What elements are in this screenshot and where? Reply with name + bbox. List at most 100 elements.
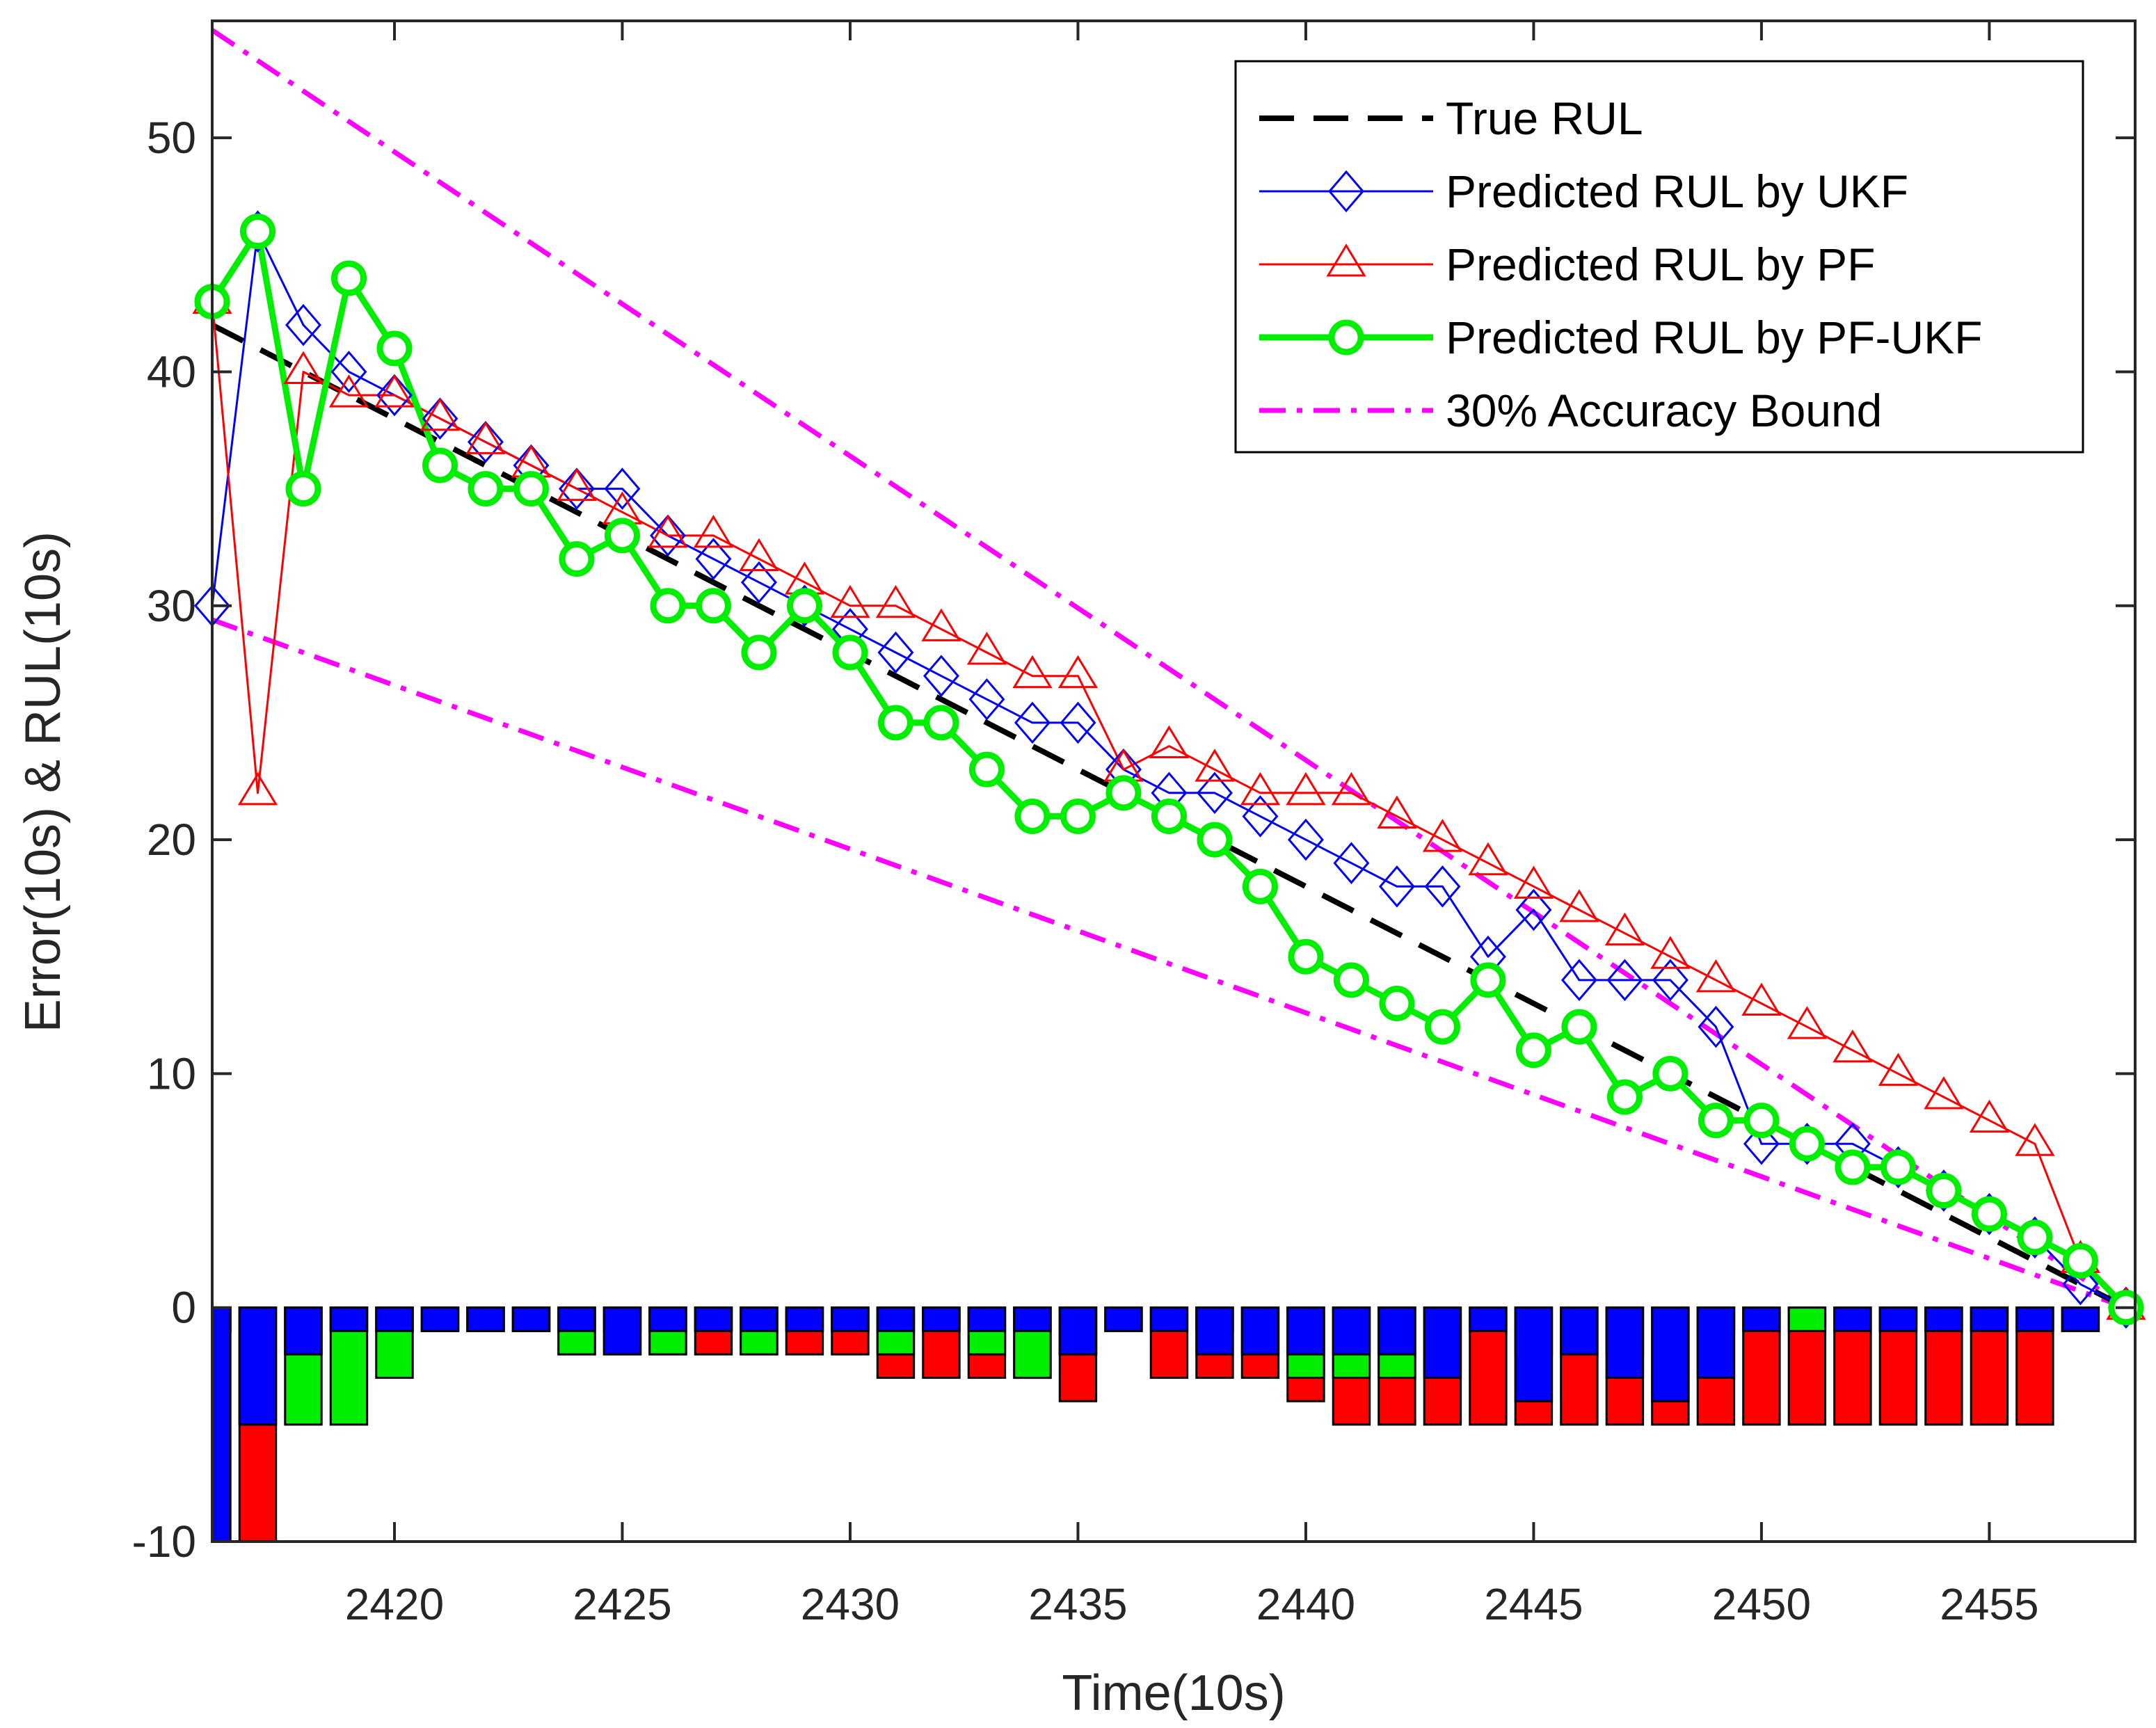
error-bar-ukf [831, 1306, 870, 1332]
plot-frame [211, 19, 2137, 1543]
pf-point [1969, 1099, 2010, 1133]
error-bar-ukf [922, 1306, 961, 1332]
pfukf-point [1014, 798, 1051, 834]
pfukf-point [1379, 985, 1415, 1021]
pfukf-point [1333, 962, 1369, 998]
pf-point [1513, 865, 1554, 899]
x-tick-label: 2430 [801, 1579, 900, 1629]
error-bar-ukf [1469, 1306, 1508, 1332]
legend-pfukf-marker [1328, 319, 1364, 355]
pfukf-point [1880, 1149, 1916, 1185]
error-bar-ukf [557, 1306, 596, 1332]
error-bar-ukf [1605, 1306, 1645, 1379]
legend: True RUL Predicted RUL by UKF Predicted … [1234, 60, 2084, 454]
error-bar-ukf [212, 1306, 232, 1542]
pfukf-point [468, 471, 504, 507]
error-bar-ukf [1058, 1306, 1098, 1356]
y-tick-label: 20 [147, 815, 196, 865]
pfukf-point [741, 634, 777, 671]
pfukf-point [1197, 822, 1233, 858]
error-bar-ukf [1332, 1306, 1371, 1356]
ukf-point [1698, 1005, 1734, 1048]
ukf-point [330, 351, 367, 393]
error-bar-ukf [785, 1306, 824, 1332]
pfukf-point [1926, 1173, 1962, 1209]
pfukf-point [1971, 1196, 2007, 1232]
pf-point [1604, 912, 1645, 946]
pf-point [1559, 889, 1599, 922]
y-axis-title: Error(10s) & RUL(10s) [15, 531, 71, 1032]
legend-pfukf-label: Predicted RUL by PF-UKF [1446, 312, 1982, 363]
pf-point [1422, 819, 1463, 852]
pf-point [966, 632, 1007, 665]
pfukf-point [559, 541, 595, 577]
ukf-point [1014, 701, 1051, 744]
error-bar-ukf [1970, 1306, 2009, 1332]
error-bar-ukf [420, 1306, 460, 1332]
pf-point [1149, 725, 1190, 759]
ukf-point [1652, 959, 1688, 1002]
error-bar-ukf [1651, 1306, 1690, 1402]
pf-point [1832, 1029, 1873, 1063]
y-tick-label: 30 [147, 581, 196, 631]
pfukf-point [1835, 1149, 1871, 1185]
ukf-point [1333, 842, 1370, 885]
pf-point [875, 584, 916, 618]
pf-point [693, 514, 734, 548]
ukf-point [559, 467, 595, 510]
pf-point [648, 514, 688, 548]
x-tick-label: 2440 [1256, 1579, 1355, 1629]
pfukf-point [2017, 1219, 2053, 1256]
pfukf-point [285, 471, 321, 507]
pfukf-point [786, 588, 822, 624]
pf-point [328, 374, 369, 408]
pfukf-point [1424, 1009, 1460, 1045]
ukf-point [1196, 771, 1233, 815]
pfukf-point [1470, 962, 1506, 998]
error-bar-ukf [876, 1306, 916, 1332]
y-tick-label: 0 [171, 1283, 196, 1333]
x-tick-label: 2450 [1712, 1579, 1811, 1629]
error-bar-ukf [740, 1306, 778, 1332]
pfukf-point [1515, 1032, 1551, 1069]
ukf-point [285, 303, 321, 346]
error-bar-ukf [284, 1306, 323, 1356]
pf-point [1924, 1076, 1964, 1110]
ukf-point [1378, 865, 1415, 908]
error-bar-ukf [1149, 1306, 1189, 1332]
pf-point [1695, 959, 1736, 993]
ukf-point [422, 397, 458, 440]
error-bar-ukf [648, 1306, 687, 1332]
error-bar-ukf [1514, 1306, 1554, 1402]
error-bar-ukf [694, 1306, 733, 1332]
pfukf-point [1743, 1103, 1780, 1139]
x-tick-label: 2420 [345, 1579, 444, 1629]
pfukf-point [1606, 1079, 1643, 1115]
pfukf-point [1789, 1126, 1825, 1162]
pfukf-point [2062, 1242, 2098, 1279]
ukf-point [376, 374, 413, 417]
pf-point [2015, 1123, 2055, 1156]
y-tick-label: 10 [147, 1048, 196, 1098]
legend-ukf-marker [1328, 170, 1364, 213]
pf-point [1377, 795, 1417, 829]
error-bar-ukf [2015, 1306, 2054, 1332]
pf-point [237, 771, 278, 806]
pf-point [1012, 655, 1053, 689]
legend-pf-marker [1326, 243, 1366, 277]
y-tick-label: 40 [147, 346, 196, 397]
error-bar-ukf [1742, 1306, 1781, 1332]
pfukf-point [330, 260, 367, 296]
ukf-point [1743, 1122, 1780, 1165]
error-bar-ukf [1924, 1306, 1963, 1332]
x-tick-label: 2455 [1940, 1579, 2038, 1629]
pfukf-point [650, 588, 686, 624]
legend-pf-label: Predicted RUL by PF [1446, 239, 1875, 290]
pfukf-point [1698, 1103, 1734, 1139]
error-bar-ukf [2061, 1306, 2100, 1332]
ukf-point [468, 421, 504, 463]
error-bar-ukf [375, 1306, 414, 1332]
pfukf-point [695, 588, 731, 624]
error-bar-ukf [1286, 1306, 1325, 1356]
